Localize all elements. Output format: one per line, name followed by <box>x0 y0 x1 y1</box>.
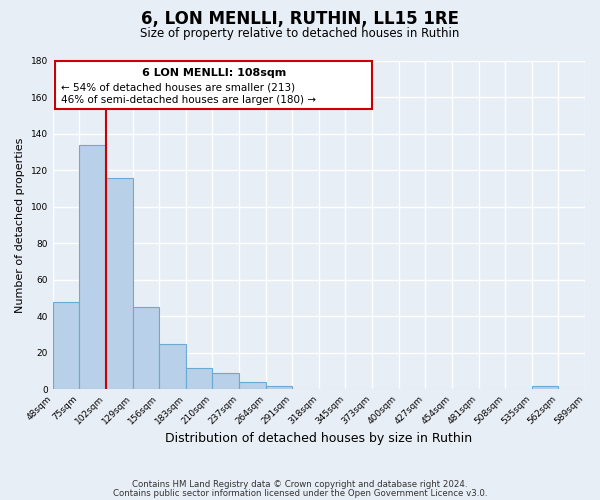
Bar <box>186 368 212 390</box>
Text: Contains public sector information licensed under the Open Government Licence v3: Contains public sector information licen… <box>113 490 487 498</box>
X-axis label: Distribution of detached houses by size in Ruthin: Distribution of detached houses by size … <box>165 432 472 445</box>
Text: ← 54% of detached houses are smaller (213): ← 54% of detached houses are smaller (21… <box>61 82 295 92</box>
Bar <box>159 344 186 390</box>
Text: Contains HM Land Registry data © Crown copyright and database right 2024.: Contains HM Land Registry data © Crown c… <box>132 480 468 489</box>
Bar <box>79 145 106 390</box>
Text: 46% of semi-detached houses are larger (180) →: 46% of semi-detached houses are larger (… <box>61 96 316 106</box>
Bar <box>53 302 79 390</box>
Bar <box>266 386 292 390</box>
Y-axis label: Number of detached properties: Number of detached properties <box>15 138 25 313</box>
FancyBboxPatch shape <box>55 61 372 108</box>
Text: Size of property relative to detached houses in Ruthin: Size of property relative to detached ho… <box>140 28 460 40</box>
Bar <box>239 382 266 390</box>
Bar <box>133 308 159 390</box>
Bar <box>212 373 239 390</box>
Text: 6 LON MENLLI: 108sqm: 6 LON MENLLI: 108sqm <box>142 68 286 78</box>
Bar <box>106 178 133 390</box>
Bar <box>532 386 559 390</box>
Text: 6, LON MENLLI, RUTHIN, LL15 1RE: 6, LON MENLLI, RUTHIN, LL15 1RE <box>141 10 459 28</box>
